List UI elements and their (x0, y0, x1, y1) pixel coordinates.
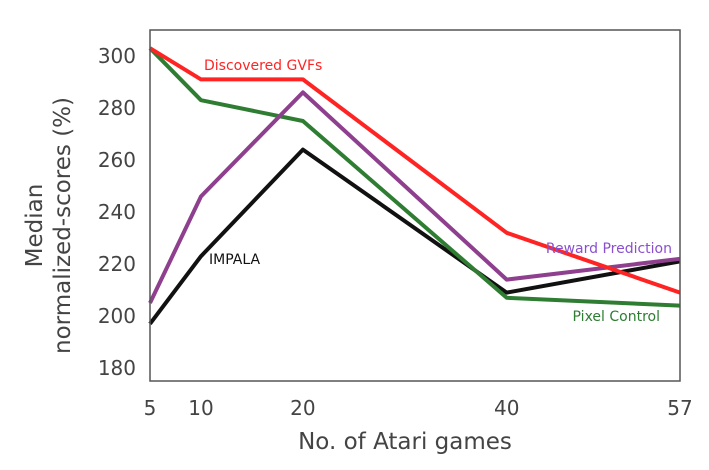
x-tick-label: 5 (144, 396, 157, 420)
series-line-discovered-gvfs (148, 46, 681, 295)
annotation-reward-prediction: Reward Prediction (546, 241, 672, 257)
x-tick-label: 40 (494, 396, 519, 420)
series-line-pixel-control (148, 46, 681, 308)
series-layer (148, 46, 681, 326)
y-tick-label: 300 (98, 44, 136, 68)
y-tick-label: 280 (98, 96, 136, 120)
y-axis-title-line-1: Median (22, 184, 48, 268)
series-line-reward-prediction (148, 90, 681, 304)
x-tick-label: 10 (188, 396, 213, 420)
y-tick-label: 200 (98, 304, 136, 328)
y-axis-title-line-2: normalized-scores (%) (50, 97, 76, 354)
annotation-impala: IMPALA (209, 252, 260, 268)
annotation-discovered-gvfs: Discovered GVFs (204, 58, 322, 74)
y-axis-ticks: 180 200 220 240 260 280 300 (98, 44, 136, 380)
x-axis-ticks: 5 10 20 40 57 (144, 396, 693, 420)
annotation-pixel-control: Pixel Control (573, 309, 660, 325)
y-tick-label: 220 (98, 252, 136, 276)
x-tick-label: 20 (290, 396, 315, 420)
y-tick-label: 240 (98, 200, 136, 224)
plot-frame (149, 29, 681, 382)
x-tick-label: 57 (667, 396, 692, 420)
x-axis-title: No. of Atari games (298, 429, 512, 455)
series-line-impala (148, 147, 681, 326)
y-tick-label: 180 (98, 356, 136, 380)
series-annotations: Discovered GVFs Reward Prediction IMPALA Pi… (204, 58, 672, 325)
y-tick-label: 260 (98, 148, 136, 172)
